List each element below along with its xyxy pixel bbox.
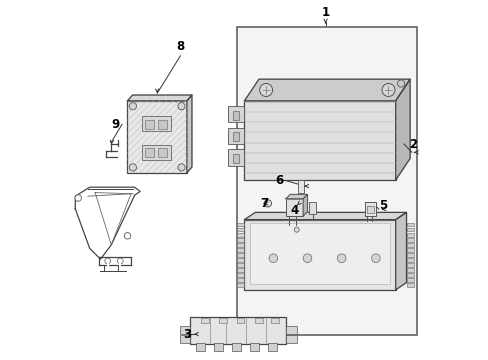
Text: 8: 8 — [176, 40, 184, 53]
Text: 4: 4 — [289, 204, 298, 217]
Bar — [231, 343, 241, 351]
Bar — [236, 233, 244, 237]
Bar — [244, 220, 395, 290]
Polygon shape — [244, 79, 409, 101]
Bar — [406, 258, 413, 262]
Bar — [236, 228, 244, 231]
Polygon shape — [395, 79, 409, 180]
Bar — [406, 263, 413, 267]
Circle shape — [371, 254, 380, 262]
Bar — [201, 318, 208, 323]
Circle shape — [117, 258, 123, 264]
Polygon shape — [395, 212, 406, 290]
Circle shape — [397, 80, 404, 87]
Bar — [127, 101, 186, 173]
Bar — [228, 106, 244, 122]
Bar — [236, 273, 244, 277]
Bar — [285, 335, 296, 343]
Bar — [249, 343, 258, 351]
Circle shape — [294, 227, 299, 232]
Bar — [285, 326, 296, 334]
Polygon shape — [303, 194, 307, 216]
Bar — [406, 243, 413, 247]
Bar — [406, 283, 413, 287]
Bar — [255, 318, 262, 323]
Bar — [285, 199, 303, 216]
Bar — [249, 223, 389, 284]
Bar — [237, 318, 244, 323]
Bar — [190, 317, 285, 344]
Text: 3: 3 — [183, 328, 191, 341]
Circle shape — [129, 164, 136, 171]
Bar — [142, 145, 170, 160]
Circle shape — [303, 254, 311, 262]
Bar — [145, 148, 154, 157]
Text: 9: 9 — [111, 118, 120, 131]
Bar — [297, 180, 303, 193]
Circle shape — [104, 258, 110, 264]
Bar — [236, 263, 244, 267]
Bar — [406, 278, 413, 282]
Bar — [406, 228, 413, 231]
Bar — [232, 154, 239, 163]
Bar — [158, 120, 167, 129]
Bar — [236, 253, 244, 257]
Bar — [244, 101, 395, 180]
Bar — [366, 206, 373, 213]
Bar — [236, 278, 244, 282]
Polygon shape — [127, 95, 192, 101]
Circle shape — [259, 84, 272, 96]
Polygon shape — [244, 212, 406, 220]
Circle shape — [178, 164, 185, 171]
Bar — [236, 223, 244, 226]
Circle shape — [75, 195, 81, 201]
Bar — [145, 120, 154, 129]
Bar — [236, 283, 244, 287]
Bar — [406, 238, 413, 242]
Circle shape — [178, 103, 185, 110]
Bar — [267, 343, 276, 351]
Bar — [219, 318, 226, 323]
Bar — [236, 27, 416, 335]
Text: 6: 6 — [275, 174, 284, 187]
Bar — [309, 202, 315, 214]
Bar — [232, 111, 239, 120]
Bar — [406, 253, 413, 257]
Bar — [406, 268, 413, 272]
Bar — [236, 238, 244, 242]
Bar — [196, 343, 204, 351]
Bar — [228, 128, 244, 144]
Circle shape — [268, 254, 277, 262]
Circle shape — [381, 84, 394, 96]
Bar — [236, 248, 244, 252]
Bar — [406, 233, 413, 237]
Circle shape — [124, 233, 130, 239]
Text: 2: 2 — [408, 138, 416, 150]
Bar — [179, 326, 190, 334]
Bar — [179, 335, 190, 343]
Polygon shape — [186, 95, 192, 173]
Text: 5: 5 — [378, 199, 386, 212]
Bar — [406, 273, 413, 277]
Bar — [158, 148, 167, 157]
Bar — [236, 243, 244, 247]
Text: 7: 7 — [260, 197, 268, 210]
Bar — [271, 318, 278, 323]
Bar — [236, 258, 244, 262]
Circle shape — [264, 200, 271, 207]
Bar — [236, 268, 244, 272]
Polygon shape — [285, 194, 307, 199]
Bar — [213, 343, 223, 351]
Bar — [232, 132, 239, 141]
Circle shape — [129, 103, 136, 110]
Circle shape — [337, 254, 346, 262]
Bar — [142, 116, 170, 131]
Bar — [406, 248, 413, 252]
Bar — [406, 223, 413, 226]
Bar — [228, 149, 244, 166]
Text: 1: 1 — [321, 6, 329, 19]
Bar — [365, 202, 375, 216]
